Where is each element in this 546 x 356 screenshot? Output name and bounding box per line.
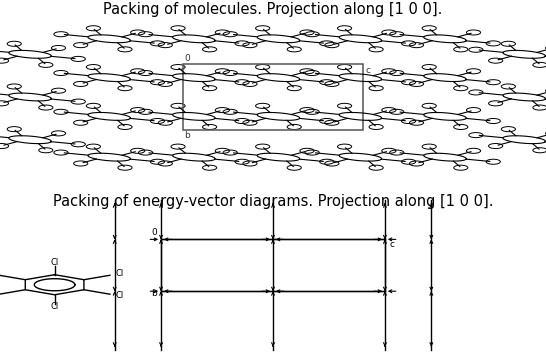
Text: Cl: Cl: [50, 302, 59, 312]
Bar: [183, 64, 363, 130]
Text: c: c: [389, 240, 394, 249]
Text: 0: 0: [185, 54, 191, 63]
Text: Cl: Cl: [50, 258, 59, 267]
Text: Cl: Cl: [115, 291, 123, 300]
Text: 0: 0: [151, 228, 157, 237]
Text: b: b: [185, 131, 191, 140]
Bar: [161, 239, 385, 291]
Text: Packing of energy-vector diagrams. Projection along [1 0 0].: Packing of energy-vector diagrams. Proje…: [53, 194, 493, 209]
Text: Packing of molecules. Projection along [1 0 0].: Packing of molecules. Projection along […: [103, 2, 443, 17]
Text: c: c: [365, 66, 370, 75]
Text: Cl: Cl: [115, 269, 123, 278]
Text: b: b: [151, 289, 157, 298]
